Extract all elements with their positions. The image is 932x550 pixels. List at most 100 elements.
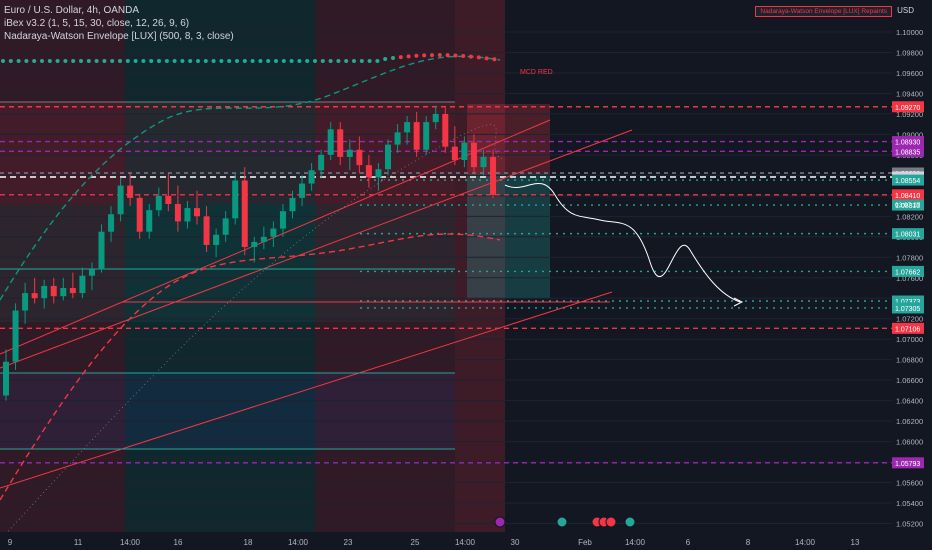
candle-body [222,218,229,235]
price-label-text: 1.08031 [895,232,920,239]
candle-body [108,214,115,232]
x-tick-label: 13 [851,538,860,547]
candle-body [127,185,134,198]
lower-zone [0,373,455,449]
price-label-pill [892,136,924,148]
price-label-pill [892,265,924,277]
signal-dot [320,59,325,63]
candle-body [232,180,239,219]
x-tick-label: 30 [511,538,520,547]
signal-dot [406,54,411,59]
trend-line [0,119,551,355]
trend-line [0,129,633,369]
signal-dot [313,59,317,63]
price-label-pill [892,228,924,240]
candle-body [404,122,411,133]
y-tick-label: 1.06400 [896,397,923,406]
signal-dot [40,59,44,63]
signal-dot [16,59,21,63]
signal-dot [47,59,52,63]
event-icons[interactable] [494,516,636,528]
resistance-zone [0,102,455,204]
candle-body [60,288,67,297]
background-zones [0,0,550,532]
countdown-label: 03:07:27 [895,202,921,209]
candle-body [203,216,210,245]
price-label-pill [892,199,924,211]
candle-body [165,195,172,205]
y-tick-label: 1.07800 [896,253,923,262]
candle-body [413,122,420,150]
price-label-text: 1.08930 [895,140,920,147]
candle-body [356,149,363,166]
candle-body [136,197,143,232]
signal-dot [383,57,388,62]
candle-body [327,129,334,155]
candle-body [260,236,267,242]
candle-body [432,113,439,123]
symbol-title[interactable]: Euro / U.S. Dollar, 4h, OANDA [4,5,140,16]
y-tick-label: 1.06200 [896,417,923,426]
x-tick-label: 25 [411,538,420,547]
signal-dot [398,55,403,60]
candle-body [423,122,430,150]
candle-body [394,132,401,145]
signal-dot [180,59,185,63]
time-axis[interactable]: 9 11 14:00 16 18 14:00 23 25 14:00 30 Feb 14:00 6 8 14… [0,532,932,550]
signal-dot [235,59,239,63]
x-tick-label: 11 [74,538,83,547]
x-tick-label: 18 [244,538,253,547]
signal-dot [227,59,232,63]
signal-dot [71,59,76,63]
session-zone [125,0,315,532]
candle-body [155,195,162,211]
projection-curve [504,183,741,303]
trend-lines [0,101,633,489]
x-tick-label: 23 [344,538,353,547]
y-tick-label: 1.07600 [896,274,923,283]
x-tick-label: Feb [578,538,592,547]
y-tick-label: 1.06800 [896,356,923,365]
candle-body [461,142,468,160]
candle-body [98,231,105,270]
candle-body [41,285,48,299]
candle-body [365,165,372,178]
signal-dot [1,59,5,63]
signal-dot [414,53,419,58]
candle-body [490,156,497,195]
economic-event-icon [494,516,506,528]
grid-lines [0,31,892,525]
signal-dot [110,59,115,63]
time-axis-bg [0,532,932,550]
signal-dot [391,56,395,61]
price-label-text: 1.07662 [895,269,920,276]
price-label-text: 1.08835 [895,149,920,156]
candle-body [299,183,306,198]
repaint-warning-badge: Nadaraya-Watson Envelope [LUX] Repaints [755,6,892,17]
signal-dot [430,53,434,58]
candle-body [451,146,458,160]
candle-body [480,156,487,168]
chart-legend: Euro / U.S. Dollar, 4h, OANDA iBex v3.2 … [4,4,234,43]
currency-label: USD [897,6,914,15]
candle-body [318,154,325,171]
price-axis[interactable]: 1.10000 1.09800 1.09600 1.09400 1.09200 1.090… [892,0,932,550]
x-tick-label: 14:00 [288,538,309,547]
price-label-pill [892,101,924,113]
signal-dot [102,59,107,63]
upper-envelope [0,55,501,301]
x-tick-label: 14:00 [795,538,816,547]
candle-body [442,113,449,147]
indicator-nadaraya[interactable]: Nadaraya-Watson Envelope [LUX] (500, 8, … [4,31,234,42]
y-tick-label: 1.08200 [896,212,923,221]
x-tick-label: 14:00 [455,538,476,547]
y-tick-label: 1.09000 [896,130,923,139]
signal-dot [344,59,349,63]
candle-body [12,310,19,362]
y-tick-label: 1.09800 [896,48,923,57]
signal-dot [281,59,286,63]
signal-dot [266,59,271,63]
indicator-ibex[interactable]: iBex v3.2 (1, 5, 15, 30, close, 12, 26, … [4,18,190,29]
y-tick-label: 1.06600 [896,376,923,385]
